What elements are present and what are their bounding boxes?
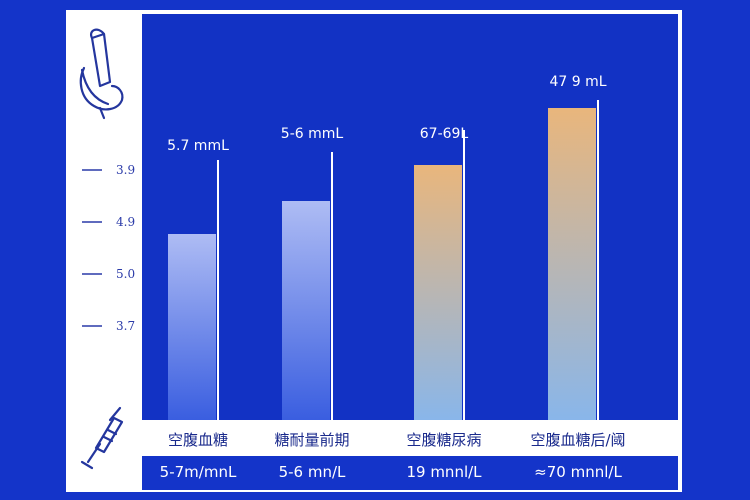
data-label: 5-6 mmL <box>281 126 344 142</box>
y-tick-label: 3.7 <box>116 319 135 333</box>
bar <box>168 234 216 420</box>
bar <box>548 108 596 420</box>
category-label: 空腹血糖后/阈 <box>530 431 625 449</box>
syringe-icon <box>80 406 124 470</box>
category-label: 空腹糖尿病 <box>406 431 481 449</box>
unit-label: 5-7m/mnL <box>160 463 237 481</box>
category-label: 空腹血糖 <box>168 431 228 449</box>
units-row <box>142 456 678 490</box>
data-label: 67-69L <box>420 126 469 142</box>
bar <box>282 201 330 420</box>
y-tick-label: 4.9 <box>116 215 135 229</box>
unit-label: 19 mnnl/L <box>406 463 482 481</box>
category-label: 糖耐量前期 <box>274 431 349 449</box>
unit-label: 5-6 mn/L <box>279 463 346 481</box>
y-tick-label: 5.0 <box>116 267 135 281</box>
test-tube-icon <box>79 28 124 120</box>
unit-label: ≈70 mnnl/L <box>534 463 622 481</box>
y-tick-label: 3.9 <box>116 163 135 177</box>
data-label: 47 9 mL <box>549 74 606 90</box>
bar <box>414 165 462 420</box>
data-label: 5.7 mmL <box>167 138 229 154</box>
